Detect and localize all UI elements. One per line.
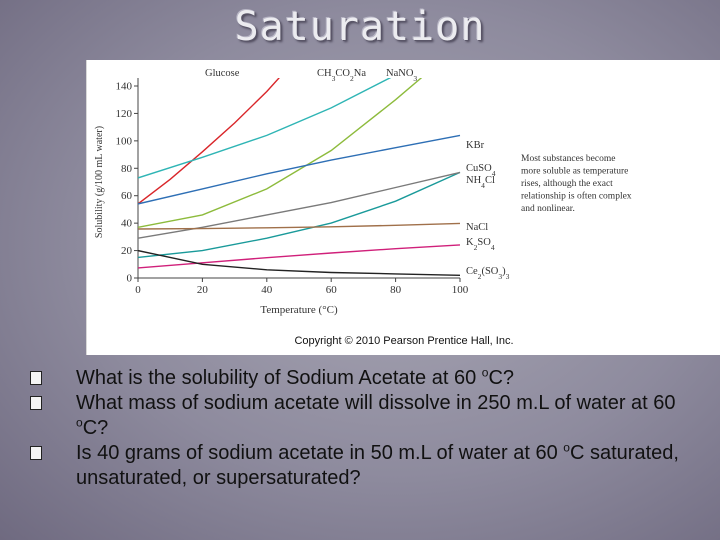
series-label: CuSO4 [466, 163, 496, 178]
x-tick-label: 60 [326, 284, 338, 296]
question-text: What is the solubility of Sodium Acetate… [76, 367, 482, 389]
y-tick-label: 140 [116, 81, 133, 93]
y-tick-label: 20 [121, 245, 133, 257]
degree-symbol: o [76, 415, 83, 430]
series-label: NaNO3 [386, 68, 417, 83]
y-tick-label: 80 [121, 163, 133, 175]
series-line [138, 134, 461, 205]
y-tick-label: 100 [116, 135, 133, 147]
series-label: CH3CO2Na [317, 68, 366, 83]
x-tick-label: 100 [452, 284, 469, 296]
series-label: NaCl [466, 222, 488, 233]
series-line [138, 244, 461, 269]
question-item: What is the solubility of Sodium Acetate… [30, 366, 690, 391]
solubility-chart: 0 20 40 60 80 100 120 140 0 20 40 60 80 100 Temperatur… [94, 68, 632, 316]
side-note-line: rises, although the exact [521, 179, 613, 189]
question-text-end: C saturated, unsaturated, or supersatura… [76, 442, 679, 489]
series-line [138, 249, 461, 276]
x-tick-label: 80 [390, 284, 402, 296]
series-label: Ce2(SO3)3 [466, 266, 510, 281]
checkbox-bullet-icon [30, 396, 42, 410]
y-tick-label: 0 [127, 273, 133, 285]
side-note-line: and nonlinear. [521, 204, 575, 214]
degree-symbol: o [481, 365, 489, 380]
series-line [138, 171, 461, 259]
y-tick-label: 60 [121, 190, 133, 202]
x-tick-label: 40 [261, 284, 273, 296]
question-item: What mass of sodium acetate will dissolv… [30, 391, 690, 441]
y-axis-title: Solubility (g/100 mL water) [94, 126, 105, 238]
question-text: Is 40 grams of sodium acetate in 50 m.L … [76, 442, 564, 464]
series-label: Glucose [205, 68, 240, 79]
y-tick-label: 40 [121, 218, 133, 230]
series-line [138, 78, 280, 205]
question-text-end: C? [488, 367, 515, 389]
question-item: Is 40 grams of sodium acetate in 50 m.L … [30, 441, 690, 491]
degree-symbol: o [563, 440, 570, 455]
question-text: What mass of sodium acetate will dissolv… [76, 392, 676, 414]
x-axis-title: Temperature (°C) [260, 304, 338, 316]
checkbox-bullet-icon [30, 446, 42, 460]
question-text-end: C? [82, 417, 109, 439]
side-note-line: Most substances become [521, 154, 615, 164]
checkbox-bullet-icon [30, 371, 42, 385]
series-label: K2SO4 [466, 237, 495, 252]
x-tick-label: 0 [135, 284, 141, 296]
side-note-line: more soluble as temperature [521, 167, 628, 177]
question-list: What is the solubility of Sodium Acetate… [30, 366, 690, 491]
series-line [138, 78, 392, 179]
series-label: NH4Cl [466, 175, 495, 190]
series-label: KBr [466, 140, 485, 151]
y-tick-label: 120 [116, 108, 133, 120]
series-line [138, 78, 423, 228]
x-tick-label: 20 [197, 284, 209, 296]
figure-panel: 0 20 40 60 80 100 120 140 0 20 40 60 80 100 Temperatur… [86, 60, 720, 355]
copyright-text: Copyright © 2010 Pearson Prentice Hall, … [294, 335, 514, 347]
side-note-line: relationship is often complex [521, 191, 632, 202]
series-line [138, 222, 461, 230]
slide-title: Saturation [234, 4, 486, 50]
